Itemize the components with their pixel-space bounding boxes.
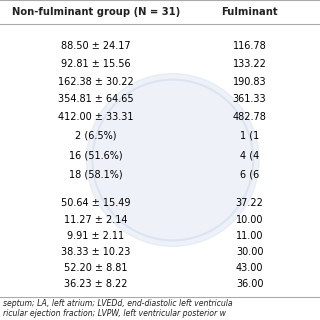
Text: 18 (58.1%): 18 (58.1%) <box>69 169 123 180</box>
Text: 36.00: 36.00 <box>236 278 263 289</box>
Text: Non-fulminant group (N = 31): Non-fulminant group (N = 31) <box>12 7 180 17</box>
Text: 10.00: 10.00 <box>236 215 263 225</box>
Text: 482.78: 482.78 <box>233 112 267 122</box>
Text: 43.00: 43.00 <box>236 263 263 273</box>
Text: 16 (51.6%): 16 (51.6%) <box>69 150 123 160</box>
Text: 92.81 ± 15.56: 92.81 ± 15.56 <box>61 59 131 69</box>
Text: 361.33: 361.33 <box>233 94 267 104</box>
Text: 116.78: 116.78 <box>233 41 267 52</box>
Text: septum; LA, left atrium; LVEDd, end-diastolic left ventricula: septum; LA, left atrium; LVEDd, end-dias… <box>3 299 233 308</box>
Text: Fulminant: Fulminant <box>221 7 278 17</box>
Text: 38.33 ± 10.23: 38.33 ± 10.23 <box>61 247 131 257</box>
Text: 11.27 ± 2.14: 11.27 ± 2.14 <box>64 215 128 225</box>
Text: 30.00: 30.00 <box>236 247 263 257</box>
Text: 133.22: 133.22 <box>233 59 267 69</box>
Text: 412.00 ± 33.31: 412.00 ± 33.31 <box>58 112 134 122</box>
Text: 88.50 ± 24.17: 88.50 ± 24.17 <box>61 41 131 52</box>
Text: 50.64 ± 15.49: 50.64 ± 15.49 <box>61 198 131 208</box>
Text: 36.23 ± 8.22: 36.23 ± 8.22 <box>64 278 128 289</box>
Text: 6 (6: 6 (6 <box>240 169 259 180</box>
Text: 190.83: 190.83 <box>233 76 267 87</box>
Text: 37.22: 37.22 <box>236 198 264 208</box>
Text: 9.91 ± 2.11: 9.91 ± 2.11 <box>68 231 124 241</box>
Text: 4 (4: 4 (4 <box>240 150 259 160</box>
Text: 2 (6.5%): 2 (6.5%) <box>75 131 117 141</box>
Text: 11.00: 11.00 <box>236 231 263 241</box>
Circle shape <box>86 74 259 246</box>
Text: 354.81 ± 64.65: 354.81 ± 64.65 <box>58 94 134 104</box>
Text: 1 (1: 1 (1 <box>240 131 259 141</box>
Text: ricular ejection fraction; LVPW, left ventricular posterior w: ricular ejection fraction; LVPW, left ve… <box>3 308 226 318</box>
Text: 52.20 ± 8.81: 52.20 ± 8.81 <box>64 263 128 273</box>
Text: 162.38 ± 30.22: 162.38 ± 30.22 <box>58 76 134 87</box>
